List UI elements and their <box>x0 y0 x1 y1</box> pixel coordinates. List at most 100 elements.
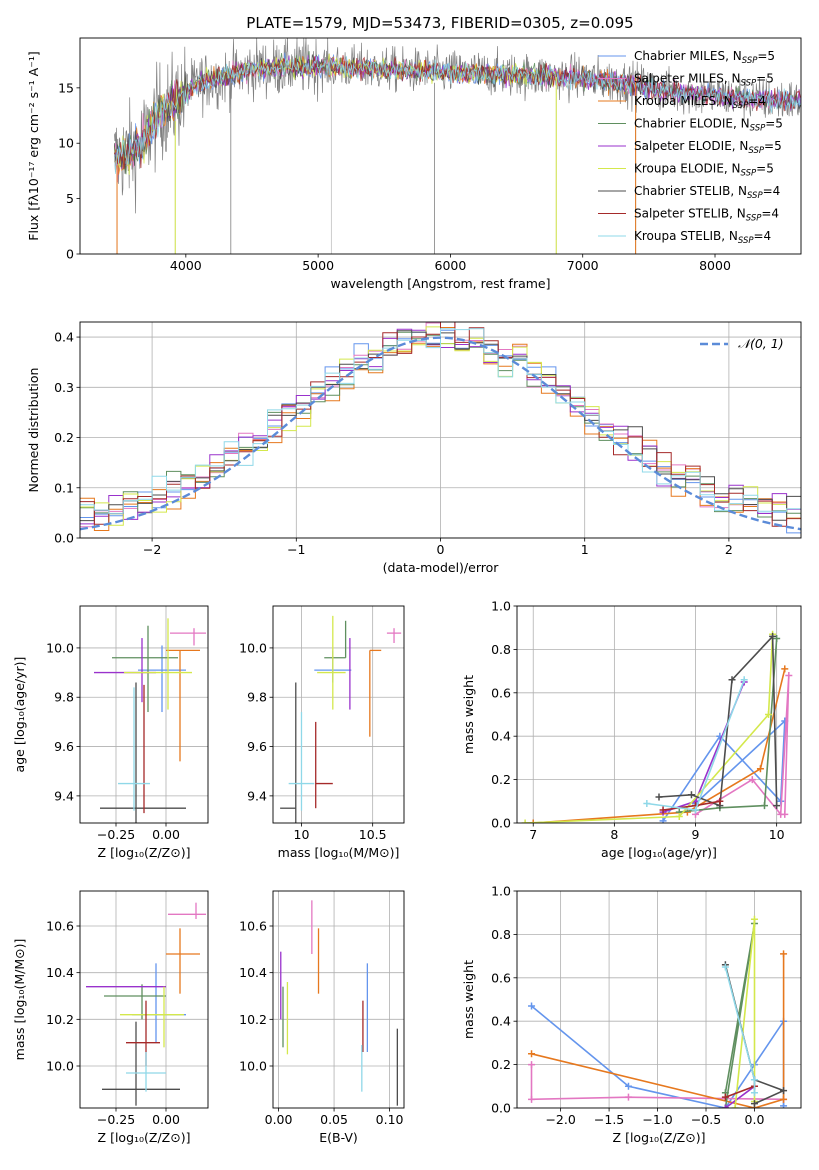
y-tick-label: 1.0 <box>491 884 511 899</box>
weights-salpeter-miles <box>692 671 793 818</box>
x-tick-label: −2.0 <box>545 1112 575 1127</box>
x-axis-label: age [log₁₀(age/yr)] <box>601 845 717 860</box>
axes-frame <box>516 890 802 1109</box>
weight-marker <box>780 1102 788 1108</box>
legend-entry: Chabrier STELIB, NSSP=4 <box>634 184 780 201</box>
weight-marker <box>721 1104 729 1108</box>
x-tick-label: 0.0 <box>745 1112 765 1127</box>
y-tick-label: 0.2 <box>54 430 74 445</box>
weight-marker <box>780 950 788 958</box>
weight-line <box>533 668 786 823</box>
weight-marker <box>750 1076 758 1084</box>
y-tick-label: 9.6 <box>247 739 267 754</box>
x-tick-label: −0.25 <box>97 827 135 842</box>
axes-frame <box>516 605 802 824</box>
weight-marker <box>624 1082 632 1090</box>
plot-area-mass_vs_ebv <box>273 891 404 1108</box>
plot-area-spectrum <box>114 38 801 254</box>
weight-marker <box>773 802 781 810</box>
weight-marker <box>748 776 756 784</box>
x-tick-label: 9 <box>692 827 700 842</box>
normal-curve <box>80 336 801 531</box>
y-tick-label: 10.6 <box>46 919 74 934</box>
y-tick-label: 0.2 <box>491 772 511 787</box>
x-tick-label: −1 <box>287 542 305 557</box>
errorbar-kroupa-miles <box>166 928 200 994</box>
weight-line <box>724 923 756 1108</box>
legend-entry: Kroupa ELODIE, NSSP=5 <box>634 162 774 179</box>
weight-marker <box>655 793 663 801</box>
weight-marker <box>659 806 667 814</box>
plot-area-age_vs_mass <box>273 606 404 823</box>
x-axis-label: Z [log₁₀(Z/Z⊙)] <box>98 845 191 860</box>
y-tick-label: 9.8 <box>54 690 74 705</box>
errorbar-kroupa-elodie <box>317 615 346 710</box>
axes-frame <box>79 321 802 539</box>
errorbar-salpeter-stelib <box>315 721 333 809</box>
x-tick-label: 7 <box>529 827 537 842</box>
plot-area-mass_vs_Z <box>80 891 208 1108</box>
errorbar-kroupa-elodie <box>120 986 184 1048</box>
weight-line <box>525 634 774 823</box>
y-tick-label: 10.0 <box>46 1059 74 1074</box>
weights-chabrier-elodie <box>721 920 758 1108</box>
axes-frame <box>272 605 405 824</box>
x-tick-label: 7000 <box>567 258 599 273</box>
weights-salpeter-stelib <box>659 797 724 814</box>
y-tick-label: 0.4 <box>491 729 511 744</box>
weight-marker <box>785 671 793 679</box>
x-tick-label: −1.5 <box>594 1112 624 1127</box>
x-tick-label: 4000 <box>170 258 202 273</box>
weight-marker <box>780 1087 788 1095</box>
weight-marker <box>731 1104 739 1108</box>
x-tick-label: 8 <box>610 827 618 842</box>
errorbar-chabrier-stelib <box>100 682 186 823</box>
y-tick-label: 10.4 <box>239 965 267 980</box>
y-tick-label: 9.4 <box>54 788 74 803</box>
y-tick-label: 9.4 <box>247 788 267 803</box>
errorbar-kroupa-miles <box>369 649 382 737</box>
y-tick-label: 0.0 <box>54 531 74 546</box>
y-tick-label: 9.6 <box>54 739 74 754</box>
y-tick-label: 10.6 <box>239 919 267 934</box>
axes-mass_vs_Z: −0.25 0.00 10.0 10.2 10.4 10.6 Z [log₁₀(Z/Z⊙)]… <box>12 890 209 1145</box>
y-tick-label: 15 <box>58 80 74 95</box>
axes-weight_vs_Z: −2.0 −1.5 −1.0 −0.5 0.0 0.0 0.2 0.4 0.6 0.8 1.0 Z [… <box>461 884 802 1145</box>
axes-age_vs_mass: 10 10.5 9.4 9.6 9.8 10.0 mass [log₁₀(M/M⊙)] <box>239 605 405 860</box>
x-tick-label: 8000 <box>699 258 731 273</box>
legend-entry: Salpeter STELIB, NSSP=4 <box>634 207 779 224</box>
weight-line <box>531 953 785 1108</box>
axes-mass_vs_ebv: 0.00 0.05 0.10 10.0 10.2 10.4 10.6 E(B-V) <box>239 890 405 1145</box>
axes-weight_vs_age: 7 8 9 10 0.0 0.2 0.4 0.6 0.8 1.0 age [log₁₀(age/yr… <box>461 599 802 860</box>
weight-marker <box>750 915 758 923</box>
x-tick-label: 5000 <box>302 258 334 273</box>
y-tick-label: 0 <box>66 247 74 262</box>
weight-marker <box>740 676 748 684</box>
x-axis-label: E(B-V) <box>319 1130 358 1145</box>
y-axis-label: mass weight <box>461 675 476 754</box>
weight-marker <box>765 711 773 718</box>
y-tick-label: 1.0 <box>491 599 511 614</box>
legend-entry: Chabrier ELODIE, NSSP=5 <box>634 117 783 134</box>
plot-area-weight_vs_age <box>517 606 801 823</box>
axes-frame <box>272 890 405 1109</box>
x-tick-label: −1.0 <box>642 1112 672 1127</box>
legend-entry: Kroupa MILES, NSSP=4 <box>634 94 766 111</box>
y-tick-label: 0.8 <box>491 642 511 657</box>
x-tick-label: 0.05 <box>320 1112 348 1127</box>
weight-marker <box>721 963 729 971</box>
y-tick-label: 0.0 <box>491 816 511 831</box>
weight-marker <box>721 1093 729 1101</box>
y-tick-label: 10.2 <box>239 1012 267 1027</box>
x-axis-label: Z [log₁₀(Z/Z⊙)] <box>98 1130 191 1145</box>
y-tick-label: 5 <box>66 191 74 206</box>
figure-title: PLATE=1579, MJD=53473, FIBERID=0305, z=0… <box>246 14 633 32</box>
errorbar-salpeter-miles <box>170 628 206 646</box>
x-tick-label: 1 <box>581 542 589 557</box>
errorbar-chabrier-miles <box>132 963 186 1043</box>
weight-marker <box>624 1093 632 1101</box>
weight-line <box>725 1085 755 1098</box>
weight-marker <box>769 632 777 640</box>
y-axis-label: mass [log₁₀(M/M⊙)] <box>12 939 27 1061</box>
